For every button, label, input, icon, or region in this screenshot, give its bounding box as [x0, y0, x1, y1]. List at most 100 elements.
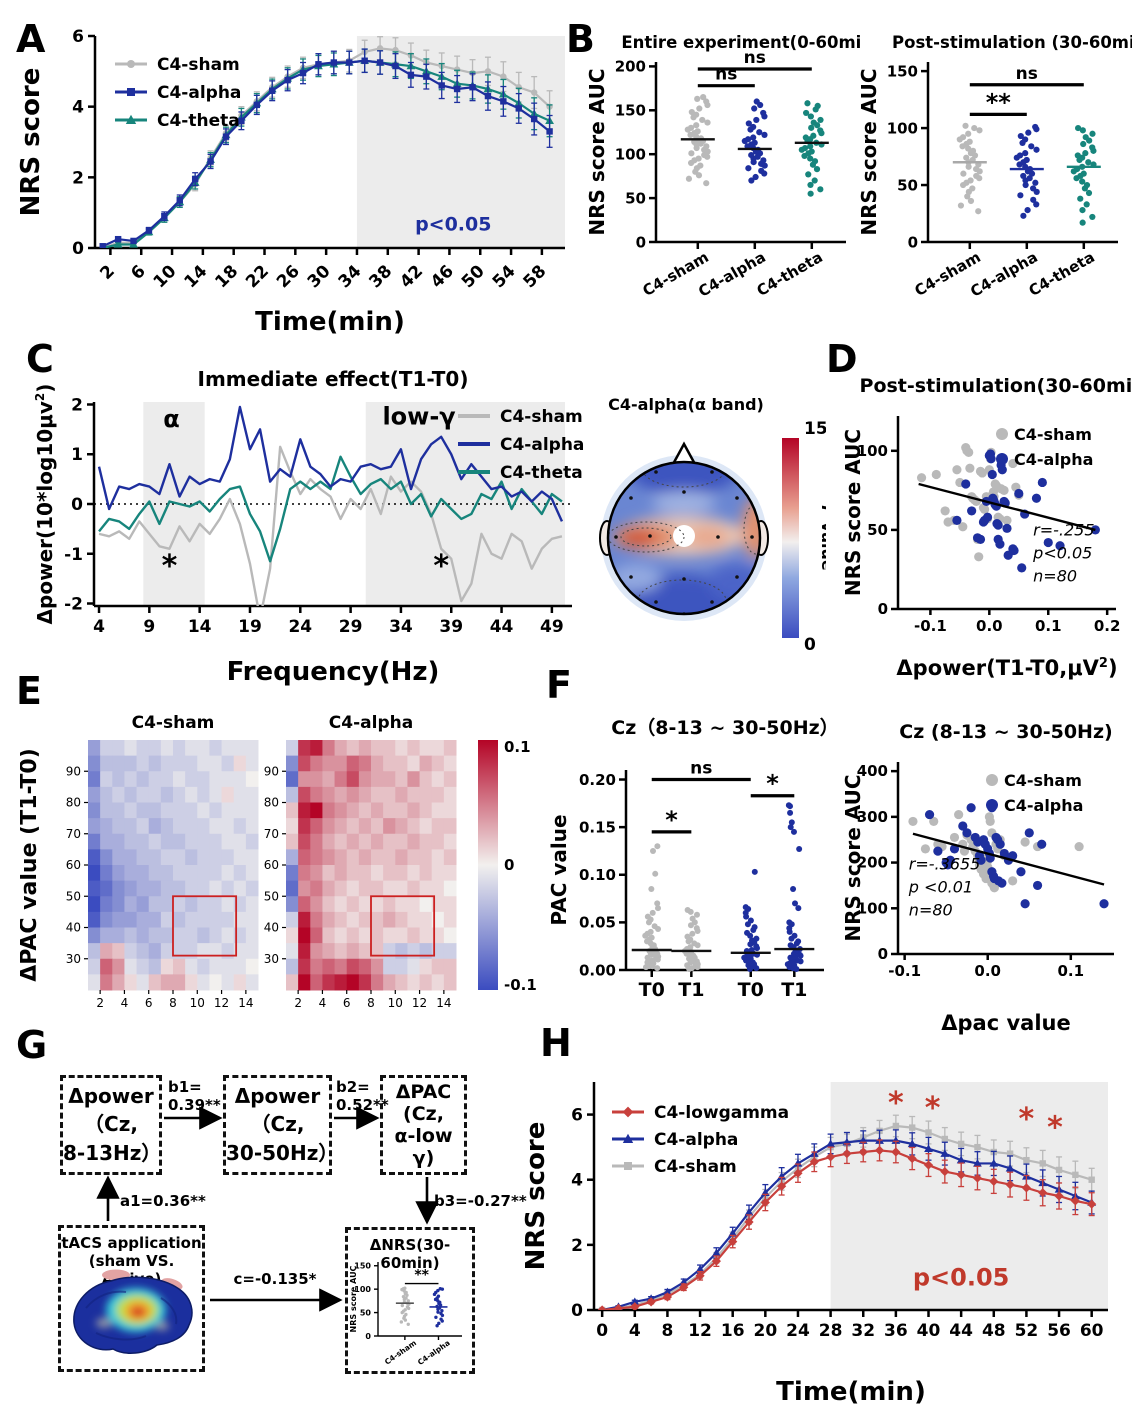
- y-axis-label: NRS score: [16, 68, 46, 217]
- svg-text:10: 10: [150, 261, 181, 292]
- svg-text:2: 2: [294, 996, 302, 1010]
- head-outline: [606, 460, 762, 616]
- series-C4-theta: [98, 455, 563, 563]
- legend: C4-sham C4-alpha C4-theta: [115, 55, 241, 131]
- svg-text:300: 300: [857, 808, 888, 826]
- svg-text:22: 22: [242, 261, 273, 292]
- svg-text:58: 58: [520, 261, 551, 292]
- diagram-box-line: (sham VS. Active): [88, 1252, 175, 1288]
- significance-label: ns: [1016, 64, 1038, 84]
- svg-text:39: 39: [439, 617, 463, 637]
- svg-text:1: 1: [71, 445, 83, 465]
- arrow-label-b2a: b2=: [336, 1078, 370, 1096]
- colorbar: [478, 740, 498, 990]
- significance-asterisk: *: [1019, 1102, 1035, 1137]
- dot-group-C4-sham: [680, 94, 715, 187]
- diagram-box-power-gamma: Δpower （Cz, 30-50Hz）: [223, 1075, 338, 1175]
- svg-text:50: 50: [625, 189, 646, 207]
- svg-text:0.20: 0.20: [579, 771, 616, 789]
- svg-text:6: 6: [343, 996, 351, 1010]
- chart-title: Cz（8-13 ~ 30-50Hz）: [611, 716, 838, 739]
- dot-group-T0: [631, 843, 672, 972]
- series-C4-alpha: [99, 48, 553, 248]
- y-axis-label: Δpower(10*log10μv2): [33, 384, 57, 625]
- svg-text:0: 0: [878, 600, 888, 618]
- svg-text:0.15: 0.15: [579, 818, 616, 836]
- stats-text: r=-.3655: [909, 855, 981, 874]
- heatmap-C4-alpha: [286, 740, 457, 991]
- svg-text:44: 44: [490, 617, 514, 637]
- diagram-box-line: （Cz,: [84, 1112, 138, 1136]
- nose: [670, 441, 698, 467]
- svg-text:50: 50: [867, 521, 888, 539]
- y-axis-label: NRS score: [521, 1122, 551, 1271]
- heatmap-C4-sham: [88, 740, 259, 991]
- svg-text:8: 8: [169, 996, 177, 1010]
- legend: C4-lowgamma C4-alpha C4-sham: [612, 1103, 789, 1177]
- svg-text:-2: -2: [64, 595, 83, 615]
- stats-text: r=-.255: [1033, 521, 1094, 540]
- svg-text:10: 10: [190, 996, 205, 1010]
- svg-text:12: 12: [214, 996, 229, 1010]
- svg-text:150: 150: [887, 62, 918, 80]
- svg-text:6: 6: [72, 27, 84, 47]
- svg-text:30: 30: [66, 952, 81, 966]
- category-label: T1: [781, 979, 807, 1001]
- svg-text:-0.1: -0.1: [888, 962, 921, 980]
- chart-title: Immediate effect(T1-T0): [198, 367, 469, 391]
- svg-text:30: 30: [264, 952, 279, 966]
- svg-text:12: 12: [688, 1321, 712, 1341]
- diagram-box-power-alpha: Δpower （Cz, 8-13Hz）: [60, 1075, 162, 1175]
- dot-group-C4-sham: [952, 122, 987, 215]
- y-axis-label: PAC value: [548, 814, 571, 925]
- legend-label: C4-theta: [500, 463, 583, 483]
- panel-f-scatter: Cz (8-13 ~ 30-50Hz) 0 100 200 300 400 -0.1 0.0 0…: [842, 721, 1114, 1035]
- arrow-label-b1a: b1=: [168, 1078, 202, 1096]
- diagram-box-line: tACS application: [61, 1234, 202, 1252]
- svg-text:19: 19: [238, 617, 262, 637]
- panel-letter-a: A: [16, 17, 46, 61]
- svg-text:20: 20: [753, 1321, 777, 1341]
- svg-text:50: 50: [66, 889, 81, 903]
- svg-text:49: 49: [540, 617, 564, 637]
- diagram-box-line: Δpower: [68, 1084, 154, 1108]
- colorbar-min: 0: [804, 635, 816, 655]
- svg-text:70: 70: [264, 827, 279, 841]
- svg-text:24: 24: [786, 1321, 810, 1341]
- x-axis-label: Δpower(T1-T0,μV2): [896, 656, 1117, 680]
- band-label: α: [163, 405, 180, 433]
- svg-text:14: 14: [436, 996, 451, 1010]
- panel-b-post-stimulation-dotplot: Post-stimulation (30-60min) 0 50 100 150 NRS …: [860, 33, 1132, 301]
- svg-text:60: 60: [264, 858, 279, 872]
- svg-text:48: 48: [982, 1321, 1006, 1341]
- svg-text:24: 24: [288, 617, 312, 637]
- svg-text:4: 4: [121, 996, 129, 1010]
- svg-text:6: 6: [145, 996, 153, 1010]
- svg-text:34: 34: [389, 617, 413, 637]
- arrow-label-c: c=-0.135*: [234, 1270, 317, 1288]
- svg-text:4: 4: [571, 1171, 583, 1191]
- panel-d-scatter: Post-stimulation(30-60min) 0 50 100 -0.1 0.0 0…: [842, 375, 1132, 680]
- svg-text:70: 70: [66, 827, 81, 841]
- svg-text:200: 200: [615, 58, 646, 76]
- svg-text:18: 18: [211, 261, 242, 292]
- svg-text:36: 36: [884, 1321, 908, 1341]
- svg-text:14: 14: [238, 996, 253, 1010]
- svg-text:10: 10: [388, 996, 403, 1010]
- red-roi-box: [370, 895, 436, 957]
- svg-text:100: 100: [857, 442, 888, 460]
- dot-group-T0: [730, 868, 771, 973]
- svg-text:100: 100: [615, 145, 646, 163]
- svg-text:6: 6: [571, 1106, 583, 1126]
- svg-text:46: 46: [427, 261, 458, 292]
- x-axis-label: Frequency(Hz): [227, 657, 440, 687]
- svg-text:30: 30: [304, 261, 335, 292]
- svg-text:100: 100: [887, 119, 918, 137]
- svg-text:34: 34: [335, 261, 366, 292]
- diagram-box-line: ΔPAC: [395, 1081, 452, 1103]
- dot-group-C4-theta: [1066, 124, 1101, 226]
- significance-asterisk: *: [162, 549, 178, 584]
- svg-text:40: 40: [66, 921, 81, 935]
